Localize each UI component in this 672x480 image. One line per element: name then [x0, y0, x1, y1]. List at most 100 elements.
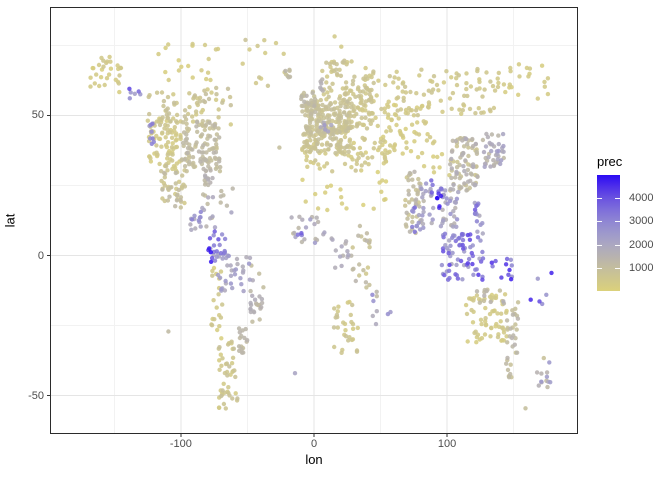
- station-point: [460, 237, 466, 243]
- station-point: [545, 91, 551, 97]
- station-point: [442, 231, 448, 236]
- station-point: [350, 82, 355, 87]
- station-point: [384, 129, 389, 134]
- station-point: [328, 143, 333, 148]
- station-point: [447, 238, 452, 243]
- station-point: [446, 268, 452, 273]
- station-point: [412, 139, 417, 144]
- station-point: [218, 194, 223, 199]
- station-point: [382, 152, 387, 157]
- station-point: [248, 306, 253, 312]
- station-point: [464, 71, 469, 76]
- station-point: [210, 214, 215, 219]
- station-point: [504, 318, 510, 323]
- station-point: [373, 115, 378, 121]
- legend-bar-tick: [615, 221, 620, 223]
- station-point: [241, 288, 246, 294]
- station-point: [450, 90, 456, 96]
- station-point: [197, 99, 203, 104]
- station-point: [325, 207, 330, 213]
- station-point: [410, 224, 415, 230]
- station-point: [428, 186, 433, 192]
- station-point: [459, 231, 465, 237]
- station-point: [512, 342, 517, 347]
- station-point: [482, 164, 487, 169]
- station-point: [365, 265, 371, 270]
- station-point: [211, 146, 216, 151]
- station-point: [305, 164, 310, 169]
- station-point: [203, 174, 208, 180]
- station-point: [387, 74, 392, 79]
- station-point: [106, 72, 112, 77]
- station-point: [467, 296, 472, 301]
- station-point: [343, 239, 349, 244]
- station-point: [150, 121, 155, 126]
- station-point: [173, 133, 179, 138]
- station-point: [431, 165, 436, 170]
- station-point: [417, 181, 422, 186]
- station-point: [454, 262, 459, 268]
- station-point: [230, 355, 236, 360]
- station-point: [226, 385, 231, 390]
- station-point: [182, 200, 187, 206]
- station-point: [395, 108, 400, 113]
- x-tick-label: 100: [437, 438, 457, 450]
- station-point: [452, 214, 457, 219]
- station-point: [211, 150, 216, 155]
- station-point: [337, 108, 342, 114]
- station-point: [198, 159, 203, 164]
- station-point: [336, 304, 341, 309]
- station-point: [127, 86, 132, 92]
- station-point: [360, 135, 365, 141]
- station-point: [216, 115, 221, 120]
- station-point: [507, 82, 512, 87]
- station-point: [207, 156, 212, 161]
- station-point: [192, 93, 198, 98]
- station-point: [496, 148, 501, 154]
- station-point: [189, 217, 195, 222]
- station-point: [208, 77, 213, 83]
- station-point: [262, 38, 267, 43]
- station-point: [147, 111, 152, 117]
- station-point: [198, 209, 203, 215]
- station-point: [502, 292, 508, 297]
- station-point: [440, 109, 445, 115]
- station-point: [467, 106, 473, 112]
- station-point: [344, 144, 349, 150]
- station-point: [479, 336, 485, 341]
- station-point: [225, 263, 230, 268]
- station-point: [333, 315, 338, 320]
- station-point: [247, 255, 253, 261]
- station-point: [496, 80, 501, 86]
- station-point: [474, 289, 480, 294]
- station-point: [304, 125, 309, 130]
- station-point: [371, 80, 376, 86]
- station-point: [210, 268, 215, 274]
- station-point: [471, 298, 476, 303]
- station-point: [205, 201, 210, 207]
- station-point: [363, 280, 369, 285]
- station-point: [350, 157, 355, 162]
- station-point: [184, 121, 189, 127]
- station-point: [460, 108, 465, 113]
- station-point: [349, 105, 354, 110]
- station-point: [355, 325, 360, 331]
- station-point: [527, 66, 533, 71]
- station-point: [352, 74, 357, 79]
- station-point: [406, 200, 412, 205]
- station-point: [217, 159, 222, 164]
- station-point: [338, 138, 344, 143]
- station-point: [169, 185, 174, 190]
- station-point: [113, 77, 119, 83]
- station-point: [324, 60, 329, 65]
- station-point: [426, 100, 432, 105]
- station-point: [233, 267, 239, 272]
- station-point: [383, 179, 389, 184]
- station-point: [539, 63, 545, 68]
- station-point: [413, 202, 419, 207]
- station-point: [173, 170, 178, 176]
- legend-bar-tick: [597, 221, 602, 223]
- station-point: [346, 149, 351, 154]
- station-point: [410, 219, 415, 225]
- station-point: [421, 205, 426, 211]
